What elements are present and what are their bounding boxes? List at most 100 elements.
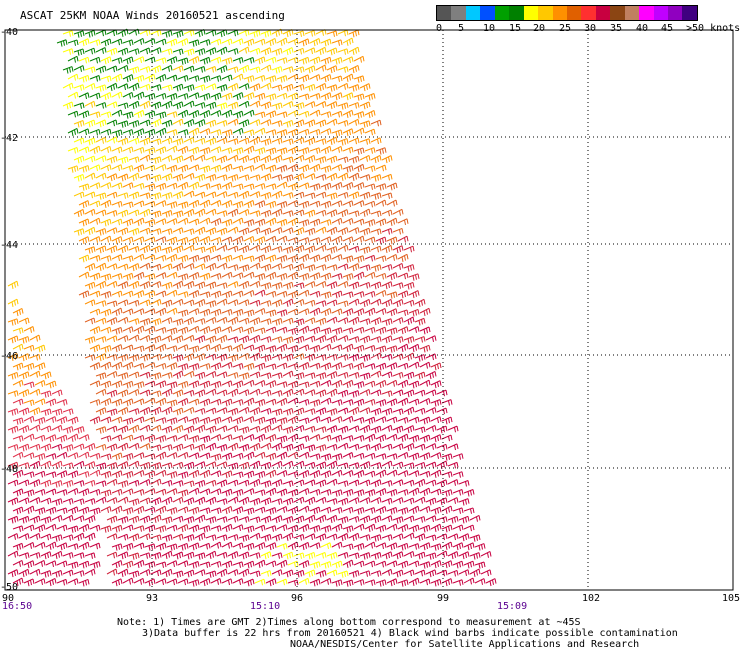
wind-barb-flag [109,164,112,170]
wind-barb-flag [19,345,21,351]
wind-barb-flag [170,65,173,71]
wind-barb-flag [14,336,16,343]
wind-barb [89,111,100,116]
wind-barb-flag [250,76,252,82]
wind-barb-flag [406,344,409,350]
legend-label: >50 knots [686,23,740,34]
wind-barb-flag [197,92,200,98]
wind-barb-flag [377,193,379,199]
wind-barb-flag [344,301,346,307]
wind-barb-flag [181,101,184,107]
wind-barb-flag [129,309,131,316]
wind-barb [249,210,260,215]
wind-barb-flag [333,355,335,361]
wind-barb [348,210,359,215]
wind-barb [73,208,84,215]
wind-barb-flag [250,435,252,441]
wind-barb [100,361,111,368]
wind-barb [326,84,337,89]
wind-barb-flag [390,155,393,161]
wind-barb-flag [324,174,327,180]
wind-barb-flag [142,290,145,296]
wind-barb [183,65,194,71]
wind-barb-flag [258,257,261,263]
wind-barb-flag [74,148,76,154]
wind-barb-flag [368,419,371,425]
wind-barb-flag [148,131,151,137]
wind-barb-flag [247,329,250,335]
wind-barb [353,344,364,350]
wind-barb-flag [300,31,302,37]
wind-barb-flag [267,120,269,126]
wind-barb [188,164,199,170]
wind-barb-flag [366,102,368,109]
wind-barb [144,128,155,134]
wind-barb-flag [261,435,263,441]
wind-barb-flag [228,220,230,226]
wind-barb-flag [225,245,228,251]
wind-barb-flag [324,59,327,65]
wind-barb [194,407,205,413]
wind-barb-flag [214,419,217,425]
wind-barb-flag [302,227,305,233]
wind-barb-flag [137,292,140,299]
wind-barb-flag [96,165,98,172]
wind-barb-flag [137,328,140,334]
wind-barb-flag [203,95,206,101]
wind-barb [183,353,194,359]
wind-barb-flag [115,29,118,35]
wind-barb [122,290,133,296]
wind-barb-flag [201,228,203,234]
wind-barb [122,146,133,152]
wind-barb [326,246,337,251]
wind-barb [359,120,370,125]
wind-barb-flag [71,66,74,72]
wind-barb [370,425,381,431]
wind-barb-flag [346,192,349,198]
wind-barb [375,255,386,260]
wind-barb-flag [286,356,289,362]
wind-barb [155,127,166,134]
wind-barb-flag [195,220,197,226]
wind-barb-flag [322,211,324,217]
wind-barb-flag [109,219,112,225]
wind-barb [342,109,353,116]
wind-barb [78,218,89,224]
wind-barb [172,227,183,233]
wind-barb-flag [131,111,134,118]
wind-barb-flag [157,229,159,235]
wind-barb-flag [102,264,104,270]
wind-barb-flag [412,389,415,396]
wind-barb-flag [258,353,261,359]
wind-barb-flag [214,408,217,414]
wind-barb-flag [219,129,222,135]
wind-barb-flag [261,400,263,406]
wind-barb-flag [110,50,113,56]
wind-barb [128,82,139,89]
wind-barb-flag [206,58,208,64]
wind-barb [238,174,249,179]
wind-barb-flag [165,103,168,109]
wind-barb [243,92,254,98]
wind-barb-flag [318,308,321,314]
wind-barb-flag [269,274,272,281]
wind-barb [177,291,188,296]
wind-barb-flag [115,76,118,82]
wind-barb-flag [36,355,38,361]
wind-barb-flag [285,327,288,333]
wind-barb [139,299,150,305]
wind-barb-flag [162,237,164,243]
wind-barb [221,74,232,80]
wind-barb-flag [379,228,382,234]
wind-barb-flag [371,400,373,406]
wind-barb [397,417,408,422]
wind-barb-flag [423,310,426,317]
wind-barb [216,371,227,377]
wind-barb-flag [417,309,420,315]
wind-barb [51,424,62,431]
wind-barb-flag [294,201,296,207]
wind-barb-flag [344,427,346,433]
wind-barb-flag [250,256,252,262]
wind-barb-flag [269,101,272,107]
wind-barb-flag [104,281,107,287]
